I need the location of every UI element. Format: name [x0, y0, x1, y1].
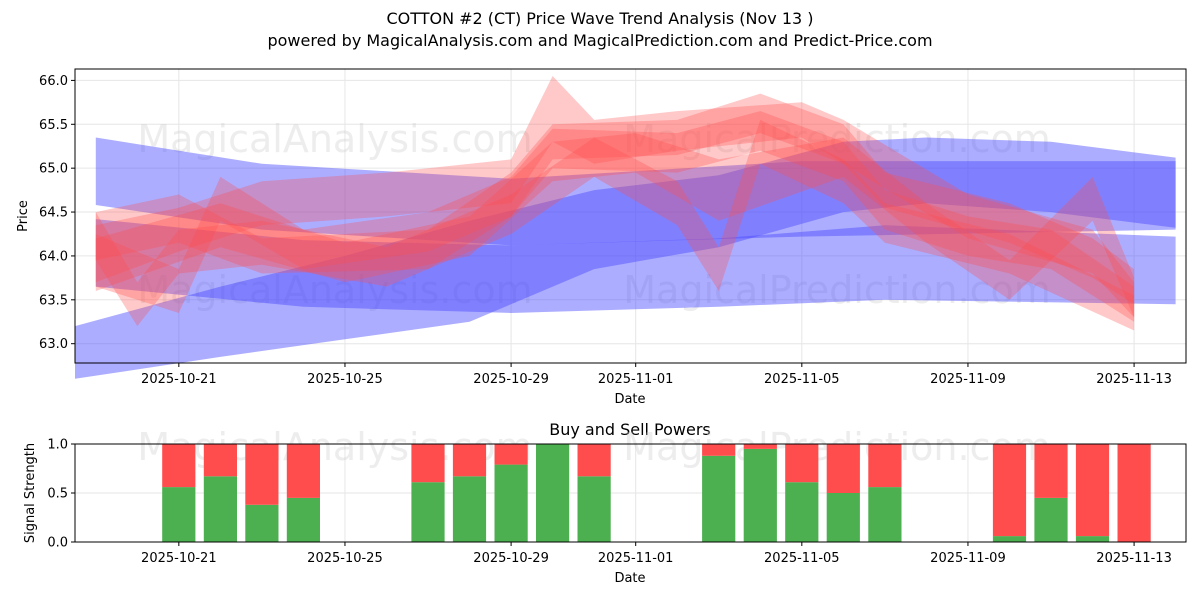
price-x-tick-label: 2025-11-09: [930, 372, 1006, 387]
buy-bar: [992, 536, 1027, 542]
red-band-3: [95, 111, 1135, 322]
price-x-tick-label: 2025-10-29: [473, 372, 549, 387]
red-band-1: [95, 76, 1135, 318]
sell-bar: [992, 444, 1027, 537]
sell-bar: [494, 444, 528, 465]
buy-bar: [1075, 536, 1110, 542]
buy-bar: [826, 493, 860, 542]
signal-y-tick-label: 0.5: [47, 487, 68, 502]
sell-bar: [577, 444, 611, 477]
buy-bar: [452, 476, 487, 542]
sell-bar: [452, 444, 487, 477]
signal-y-tick-label: 0.0: [47, 536, 68, 551]
red-band-4: [95, 133, 1135, 318]
price-y-tick-label: 64.5: [39, 206, 68, 221]
sell-bar: [245, 444, 279, 505]
signal-x-tick-label: 2025-11-09: [930, 551, 1006, 566]
red-band-5: [95, 119, 1135, 331]
sell-bar: [1075, 444, 1110, 537]
price-y-axis: 63.0 63.5 64.0 64.5 65.0 65.5 66.0: [39, 74, 75, 352]
price-x-tick-label: 2025-10-25: [307, 372, 383, 387]
blue-band-3: [75, 137, 1176, 379]
price-bands: [75, 76, 1176, 379]
buy-bar: [577, 476, 611, 542]
red-band-2: [95, 93, 1135, 305]
sell-bar: [785, 444, 819, 483]
buy-bar: [245, 504, 279, 542]
chart-title: COTTON #2 (CT) Price Wave Trend Analysis…: [386, 9, 814, 28]
buy-bar: [868, 487, 902, 542]
signal-x-tick-label: 2025-11-01: [598, 551, 674, 566]
sell-bar: [826, 444, 860, 493]
buy-bar: [286, 497, 320, 542]
price-y-tick-label: 66.0: [39, 74, 68, 89]
signal-y-tick-label: 1.0: [47, 438, 68, 453]
signal-x-axis: 2025-10-21 2025-10-25 2025-10-29 2025-11-01…: [141, 542, 1172, 566]
price-watermarks: MagicalAnalysis.com MagicalPrediction.co…: [137, 117, 1050, 312]
sell-bar: [743, 444, 777, 449]
watermark-text: MagicalPrediction.com: [623, 268, 1051, 312]
price-y-tick-label: 63.5: [39, 293, 68, 308]
watermark-text: MagicalAnalysis.com: [137, 117, 532, 161]
signal-y-axis: 0.0 0.5 1.0: [47, 438, 75, 551]
watermark-text: MagicalPrediction.com: [623, 117, 1051, 161]
signal-x-tick-label: 2025-10-29: [473, 551, 549, 566]
price-grid: [75, 69, 1186, 363]
sell-bar: [1117, 444, 1151, 542]
signal-x-tick-label: 2025-11-13: [1096, 551, 1172, 566]
price-x-tick-label: 2025-11-13: [1096, 372, 1172, 387]
watermark-text: MagicalAnalysis.com: [137, 268, 532, 312]
buy-bar: [162, 487, 196, 542]
blue-band-2: [95, 219, 1176, 313]
buy-bar: [785, 482, 819, 542]
blue-band-1: [95, 137, 1176, 246]
signal-chart-title: Buy and Sell Powers: [549, 420, 711, 439]
signal-x-tick-label: 2025-10-25: [307, 551, 383, 566]
price-y-tick-label: 64.0: [39, 249, 68, 264]
sell-bar: [702, 444, 736, 456]
buy-bar: [702, 455, 736, 542]
buy-bar: [203, 476, 237, 542]
price-x-axis: 2025-10-21 2025-10-25 2025-10-29 2025-11-01…: [141, 363, 1172, 387]
price-y-tick-label: 65.5: [39, 118, 68, 133]
price-x-tick-label: 2025-11-01: [598, 372, 674, 387]
price-y-tick-label: 65.0: [39, 162, 68, 177]
sell-bar: [411, 444, 445, 483]
signal-y-axis-label: Signal Strength: [23, 443, 38, 543]
signal-x-tick-label: 2025-11-05: [764, 551, 840, 566]
signal-x-tick-label: 2025-10-21: [141, 551, 217, 566]
price-x-axis-label: Date: [614, 392, 645, 407]
sell-bar: [868, 444, 902, 488]
price-y-tick-label: 63.0: [39, 337, 68, 352]
buy-bar: [494, 464, 528, 542]
buy-bar: [1034, 497, 1068, 542]
price-plot-frame: [74, 68, 1187, 364]
buy-bar: [743, 448, 777, 542]
sell-bar: [162, 444, 196, 488]
signal-x-axis-label: Date: [614, 571, 645, 586]
price-x-tick-label: 2025-11-05: [764, 372, 840, 387]
buy-bar: [536, 444, 570, 542]
sell-bar: [286, 444, 320, 498]
buy-bar: [411, 482, 445, 542]
sell-bar: [1034, 444, 1068, 498]
signal-bars: [162, 444, 1151, 542]
price-y-axis-label: Price: [16, 200, 31, 232]
sell-bar: [203, 444, 237, 477]
chart-subtitle: powered by MagicalAnalysis.com and Magic…: [267, 31, 933, 50]
price-x-tick-label: 2025-10-21: [141, 372, 217, 387]
